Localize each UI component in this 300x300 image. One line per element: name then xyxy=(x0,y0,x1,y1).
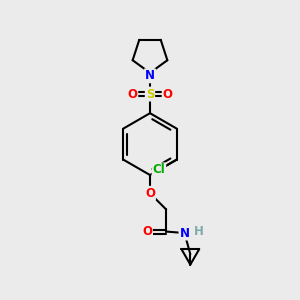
Text: S: S xyxy=(146,88,154,100)
Text: O: O xyxy=(163,88,173,100)
Text: H: H xyxy=(194,225,204,238)
Text: N: N xyxy=(179,226,190,239)
Text: O: O xyxy=(127,88,137,100)
Text: N: N xyxy=(145,69,155,82)
Text: O: O xyxy=(142,225,152,238)
Text: Cl: Cl xyxy=(152,164,165,176)
Text: O: O xyxy=(145,187,155,200)
